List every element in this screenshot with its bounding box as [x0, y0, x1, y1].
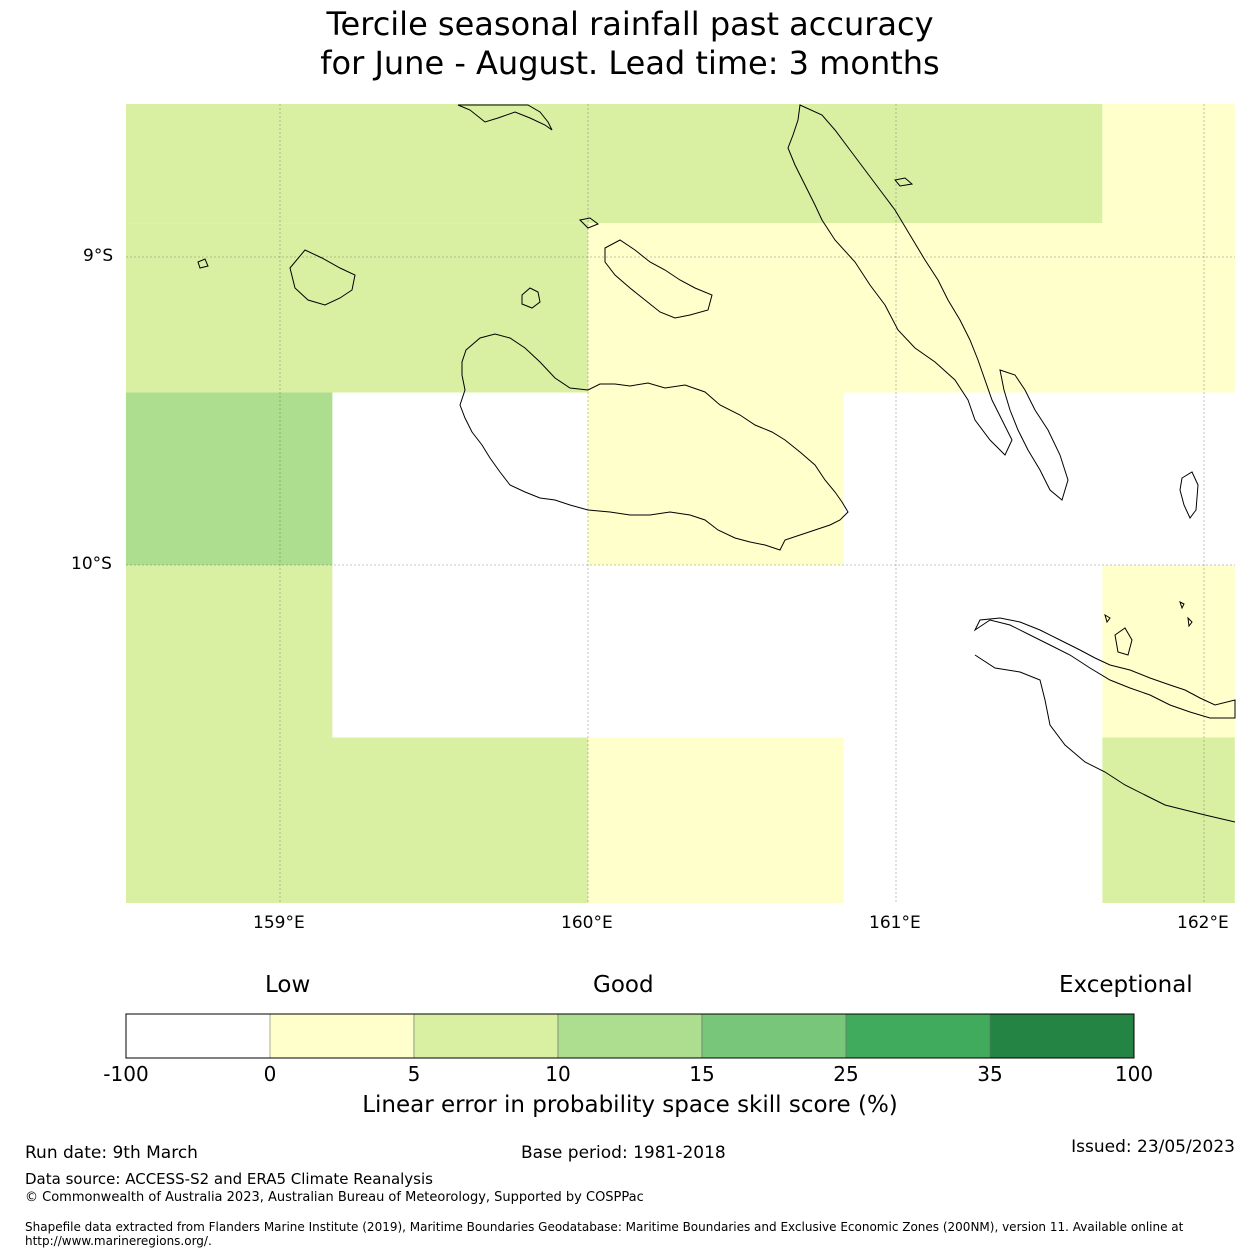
coastlines: [197, 104, 1236, 823]
colorbar-tick: 35: [977, 1062, 1003, 1086]
lat-label-10s: 10°S: [71, 554, 112, 574]
colorbar-low-label: Low: [265, 972, 311, 998]
colorbar-swatch: [845, 1013, 991, 1059]
ugi-island-coastline: [1114, 627, 1133, 656]
shapefile-credit: Shapefile data extracted from Flanders M…: [25, 1220, 1184, 1249]
west-islet-coastline: [197, 258, 209, 269]
skill-cell: [126, 223, 588, 393]
skill-cell: [588, 223, 1235, 393]
colorbar-outline: [125, 1013, 1135, 1059]
colorbar-tick: 0: [263, 1062, 277, 1086]
colorbar-exceptional-label: Exceptional: [1059, 972, 1193, 998]
malaita-coastline: [787, 104, 1013, 456]
colorbar-swatch: [557, 1013, 703, 1059]
savo-island-coastline: [521, 287, 541, 309]
lon-label-159e: 159°E: [253, 913, 305, 933]
issued-date: Issued: 23/05/2023: [1071, 1137, 1235, 1157]
skill-cell: [588, 392, 844, 565]
colorbar-swatch: [413, 1013, 559, 1059]
skill-cell: [1102, 737, 1235, 903]
colorbar-tick: 5: [407, 1062, 421, 1086]
makira-coastline: [973, 617, 1236, 719]
copyright-notice: © Commonwealth of Australia 2023, Austra…: [25, 1190, 644, 1205]
graticule: [126, 104, 1235, 903]
colorbar-tick: 10: [545, 1062, 571, 1086]
skill-cell: [1102, 565, 1235, 738]
skill-cell: [126, 104, 588, 224]
lon-label-161e: 161°E: [869, 913, 921, 933]
skill-cell: [126, 737, 588, 903]
skill-cell: [1102, 104, 1235, 224]
map-title-line2: for June - August. Lead time: 3 months: [320, 44, 940, 82]
colorbar-swatch: [989, 1013, 1135, 1059]
lat-label-9s: 9°S: [83, 246, 114, 266]
colorbar-swatch: [269, 1013, 415, 1059]
lon-label-160e: 160°E: [561, 913, 613, 933]
ngella-islands-coastline: [604, 239, 713, 319]
skill-cell: [588, 737, 844, 903]
north-islets-coastline: [457, 104, 553, 131]
skill-cell: [126, 565, 333, 738]
colorbar-tick: -100: [103, 1062, 149, 1086]
colorbar: [125, 1013, 1135, 1059]
run-date: Run date: 9th March: [25, 1143, 198, 1163]
colorbar-axis-label: Linear error in probability space skill …: [362, 1092, 898, 1118]
data-source: Data source: ACCESS-S2 and ERA5 Climate …: [25, 1170, 433, 1188]
skill-cell: [588, 104, 1103, 224]
skill-cell: [126, 392, 333, 565]
skill-grid: [126, 104, 1235, 903]
colorbar-swatch: [126, 1014, 270, 1058]
makira-south-coastline: [974, 654, 1236, 823]
guadalcanal-coastline: [459, 333, 849, 551]
russell-islands-coastline: [289, 249, 356, 306]
lon-label-162e: 162°E: [1177, 913, 1229, 933]
colorbar-tick: 25: [833, 1062, 859, 1086]
colorbar-swatch: [701, 1013, 847, 1059]
ulawa-island-coastline: [1179, 471, 1199, 519]
colorbar-good-label: Good: [593, 972, 654, 998]
colorbar-tick: 100: [1114, 1062, 1154, 1086]
small-malaita-coastline: [999, 369, 1069, 501]
map-title-line1: Tercile seasonal rainfall past accuracy: [326, 5, 934, 43]
east-islets-coastline: [578, 177, 1193, 628]
base-period: Base period: 1981-2018: [521, 1143, 726, 1163]
colorbar-tick: 15: [689, 1062, 715, 1086]
